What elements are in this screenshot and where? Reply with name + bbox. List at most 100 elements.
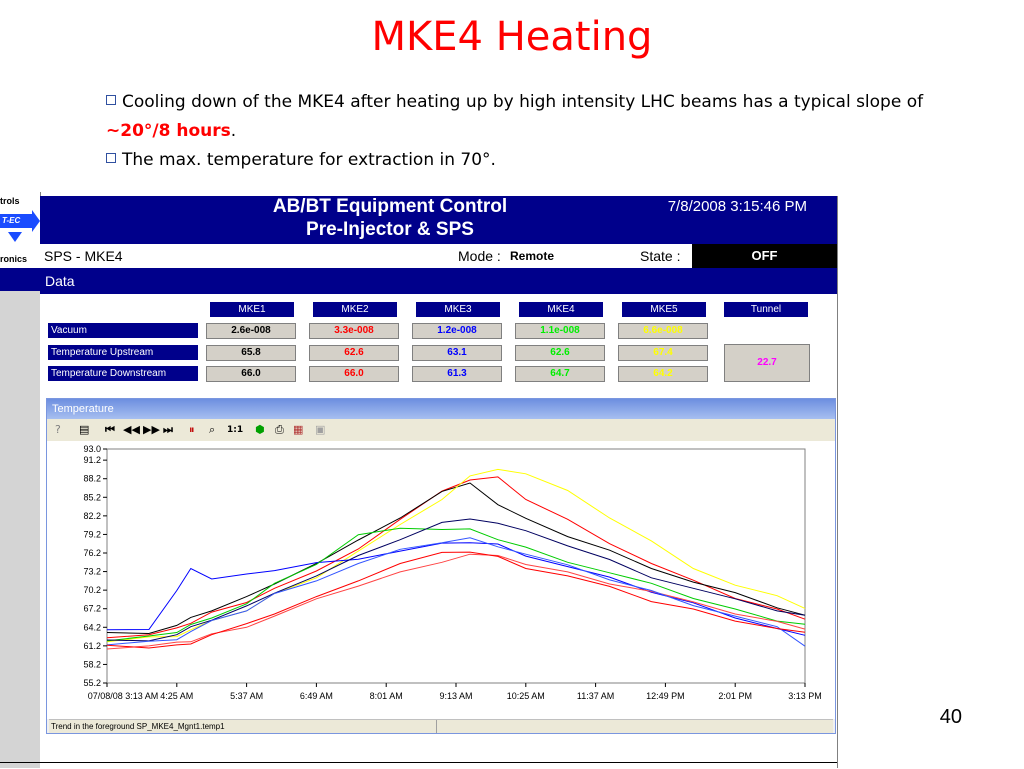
nav-arrow-down-icon[interactable] xyxy=(8,232,22,242)
state-value: OFF xyxy=(692,244,837,268)
y-tick-label: 79.2 xyxy=(83,529,101,539)
chart-icon[interactable]: ▦ xyxy=(293,423,304,436)
zoom-reset-icon[interactable]: 1:1 xyxy=(227,425,244,435)
y-tick-label: 67.2 xyxy=(83,604,101,614)
status-right xyxy=(439,720,824,733)
series-line xyxy=(106,518,806,642)
y-tick-label: 55.2 xyxy=(83,678,101,688)
table-cell: 62.6 xyxy=(515,345,605,361)
left-label-bottom: ronics xyxy=(0,254,28,264)
series-line xyxy=(106,482,806,635)
column-header-mke3: MKE3 xyxy=(416,302,500,317)
bullet-max-temp: The max. temperature for extraction in 7… xyxy=(106,150,496,170)
rewind-icon[interactable]: ◀◀ xyxy=(123,423,140,436)
series-line xyxy=(106,553,806,650)
y-tick-label: 70.2 xyxy=(83,585,101,595)
series-line xyxy=(106,537,806,647)
export-icon[interactable]: ▣ xyxy=(315,423,326,436)
mode-value: Remote xyxy=(510,249,555,263)
bullet2-text: The max. temperature for extraction in 7… xyxy=(122,150,496,170)
table-cell: 61.3 xyxy=(412,366,502,382)
temperature-plot: 93.0 91.2 88.2 85.2 82.2 79.2 76.2 73.2 70.2 67.2… xyxy=(47,441,835,719)
left-label-top: trols xyxy=(0,196,20,206)
x-tick-label: 07/08/08 3:13 AM xyxy=(88,691,159,701)
left-nav-top: trols T-EC ronics xyxy=(0,192,40,268)
x-tick-label: 4:25 AM xyxy=(160,691,193,701)
bullet1-text: Cooling down of the MKE4 after heating u… xyxy=(122,92,924,112)
table-cell: 1.2e-008 xyxy=(412,323,502,339)
equipment-control-window: AB/BT Equipment Control Pre-Injector & S… xyxy=(40,196,838,768)
page-number: 40 xyxy=(939,706,962,728)
list-icon[interactable]: ▤ xyxy=(79,423,90,436)
temperature-chart: 93.091.2 88.2 85.2 82.2 79.2 76.2 73.2 70.2 67.2… xyxy=(83,444,822,701)
table-cell: 66.0 xyxy=(309,366,399,382)
table-cell: 63.1 xyxy=(412,345,502,361)
header-subtitle: Pre-Injector & SPS xyxy=(306,219,474,240)
table-cell: 65.8 xyxy=(206,345,296,361)
x-tick-label: 8:01 AM xyxy=(370,691,403,701)
column-header-mke5: MKE5 xyxy=(622,302,706,317)
nav-arrow-label: T-EC xyxy=(2,216,21,225)
bullet-box-icon xyxy=(106,153,116,163)
table-cell: 1.1e-008 xyxy=(515,323,605,339)
data-tab[interactable]: Data xyxy=(40,268,837,294)
table-cell: 3.3e-008 xyxy=(309,323,399,339)
table-cell: 66.0 xyxy=(206,366,296,382)
x-tick-label: 6:49 AM xyxy=(300,691,333,701)
last-icon[interactable]: ⏭ xyxy=(163,423,173,436)
forward-icon[interactable]: ▶▶ xyxy=(143,423,160,436)
series-line xyxy=(106,468,806,643)
stop-icon[interactable]: ⬢ xyxy=(255,423,265,436)
column-header-mke2: MKE2 xyxy=(313,302,397,317)
temperature-status-bar: Trend in the foreground SP_MKE4_Mgnt1.te… xyxy=(49,719,833,733)
x-tick-label: 12:49 PM xyxy=(646,691,685,701)
series-line xyxy=(106,527,806,642)
row-label-temp-downstream: Temperature Downstream xyxy=(48,366,198,381)
header-datetime: 7/8/2008 3:15:46 PM xyxy=(667,198,807,215)
x-tick-label: 10:25 AM xyxy=(507,691,545,701)
nav-arrow-right-icon[interactable]: T-EC xyxy=(0,210,40,232)
y-tick-label: 91.2 xyxy=(83,455,101,465)
temperature-window: Temperature ? ▤ ⏮ ◀◀ ▶▶ ⏭ ⏸ ⌕ 1:1 ⬢ ⎙ ▦ … xyxy=(46,398,836,734)
y-tick-label: 58.2 xyxy=(83,659,101,669)
temperature-window-title: Temperature xyxy=(47,399,835,419)
x-tick-label: 5:37 AM xyxy=(230,691,263,701)
status-text: Trend in the foreground SP_MKE4_Mgnt1.te… xyxy=(51,720,437,733)
mode-label: Mode : xyxy=(458,248,501,264)
column-header-tunnel: Tunnel xyxy=(724,302,808,317)
header-title: AB/BT Equipment Control xyxy=(272,196,508,217)
pause-icon[interactable]: ⏸ xyxy=(189,423,195,436)
table-cell: 64.7 xyxy=(515,366,605,382)
zoom-icon[interactable]: ⌕ xyxy=(209,423,216,436)
y-tick-label: 85.2 xyxy=(83,492,101,502)
table-cell: 6.6e-008 xyxy=(618,323,708,339)
print-icon[interactable]: ⎙ xyxy=(275,423,284,436)
left-nav-bar xyxy=(0,268,40,291)
slide-title: MKE4 Heating xyxy=(371,14,653,60)
y-tick-label: 61.2 xyxy=(83,641,101,651)
state-label: State : xyxy=(640,248,681,264)
first-icon[interactable]: ⏮ xyxy=(105,423,115,436)
column-header-mke4: MKE4 xyxy=(519,302,603,317)
series-line xyxy=(106,551,806,649)
left-nav-strip: trols T-EC ronics xyxy=(0,192,41,768)
tunnel-temperature: 22.7 xyxy=(724,344,810,382)
system-name: SPS - MKE4 xyxy=(44,248,123,264)
y-tick-label: 64.2 xyxy=(83,622,101,632)
table-cell: 2.6e-008 xyxy=(206,323,296,339)
y-tick-label: 73.2 xyxy=(83,567,101,577)
bullet-cooling: Cooling down of the MKE4 after heating u… xyxy=(106,88,926,146)
info-bar: SPS - MKE4 Mode : Remote State : OFF xyxy=(40,244,837,268)
y-tick-label: 76.2 xyxy=(83,548,101,558)
y-tick-label: 82.2 xyxy=(83,511,101,521)
data-table: MKE1 MKE2 MKE3 MKE4 MKE5 Tunnel Vacuum T… xyxy=(40,294,837,392)
table-cell: 67.4 xyxy=(618,345,708,361)
help-icon[interactable]: ? xyxy=(55,423,61,436)
row-label-temp-upstream: Temperature Upstream xyxy=(48,345,198,360)
x-tick-label: 2:01 PM xyxy=(718,691,752,701)
row-label-vacuum: Vacuum xyxy=(48,323,198,338)
x-tick-label: 11:37 AM xyxy=(577,691,614,701)
x-tick-label: 3:13 PM xyxy=(788,691,822,701)
app-header: AB/BT Equipment Control Pre-Injector & S… xyxy=(40,196,837,244)
column-header-mke1: MKE1 xyxy=(210,302,294,317)
